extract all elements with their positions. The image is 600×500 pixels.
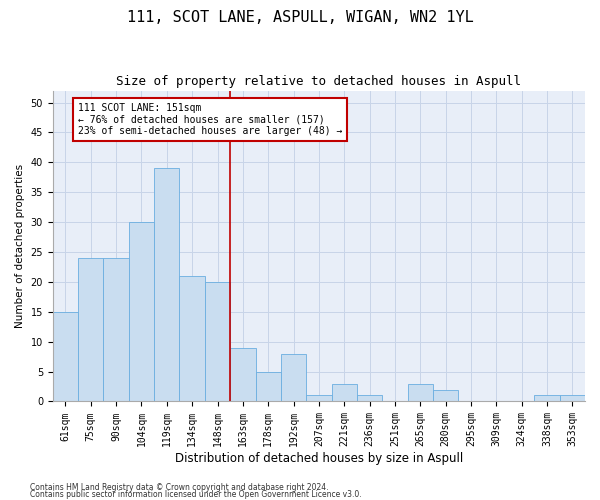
Bar (78, 258, 103, 402)
Text: Contains public sector information licensed under the Open Government Licence v3: Contains public sector information licen… (30, 490, 362, 499)
Bar (535, 396, 560, 402)
Bar (560, 396, 585, 402)
Bar (179, 276, 205, 402)
Bar (154, 168, 179, 402)
Bar (230, 348, 256, 402)
Text: Contains HM Land Registry data © Crown copyright and database right 2024.: Contains HM Land Registry data © Crown c… (30, 484, 329, 492)
Bar (129, 222, 154, 402)
Bar (332, 384, 357, 402)
Bar (306, 396, 332, 402)
Text: 111 SCOT LANE: 151sqm
← 76% of detached houses are smaller (157)
23% of semi-det: 111 SCOT LANE: 151sqm ← 76% of detached … (78, 102, 343, 136)
Bar (205, 282, 230, 402)
Bar (53, 312, 78, 402)
Bar (433, 390, 458, 402)
Bar (281, 354, 306, 402)
Bar (103, 258, 129, 402)
Y-axis label: Number of detached properties: Number of detached properties (15, 164, 25, 328)
Bar (407, 384, 433, 402)
Bar (357, 396, 382, 402)
Text: 111, SCOT LANE, ASPULL, WIGAN, WN2 1YL: 111, SCOT LANE, ASPULL, WIGAN, WN2 1YL (127, 10, 473, 25)
X-axis label: Distribution of detached houses by size in Aspull: Distribution of detached houses by size … (175, 452, 463, 465)
Bar (256, 372, 281, 402)
Title: Size of property relative to detached houses in Aspull: Size of property relative to detached ho… (116, 75, 521, 88)
